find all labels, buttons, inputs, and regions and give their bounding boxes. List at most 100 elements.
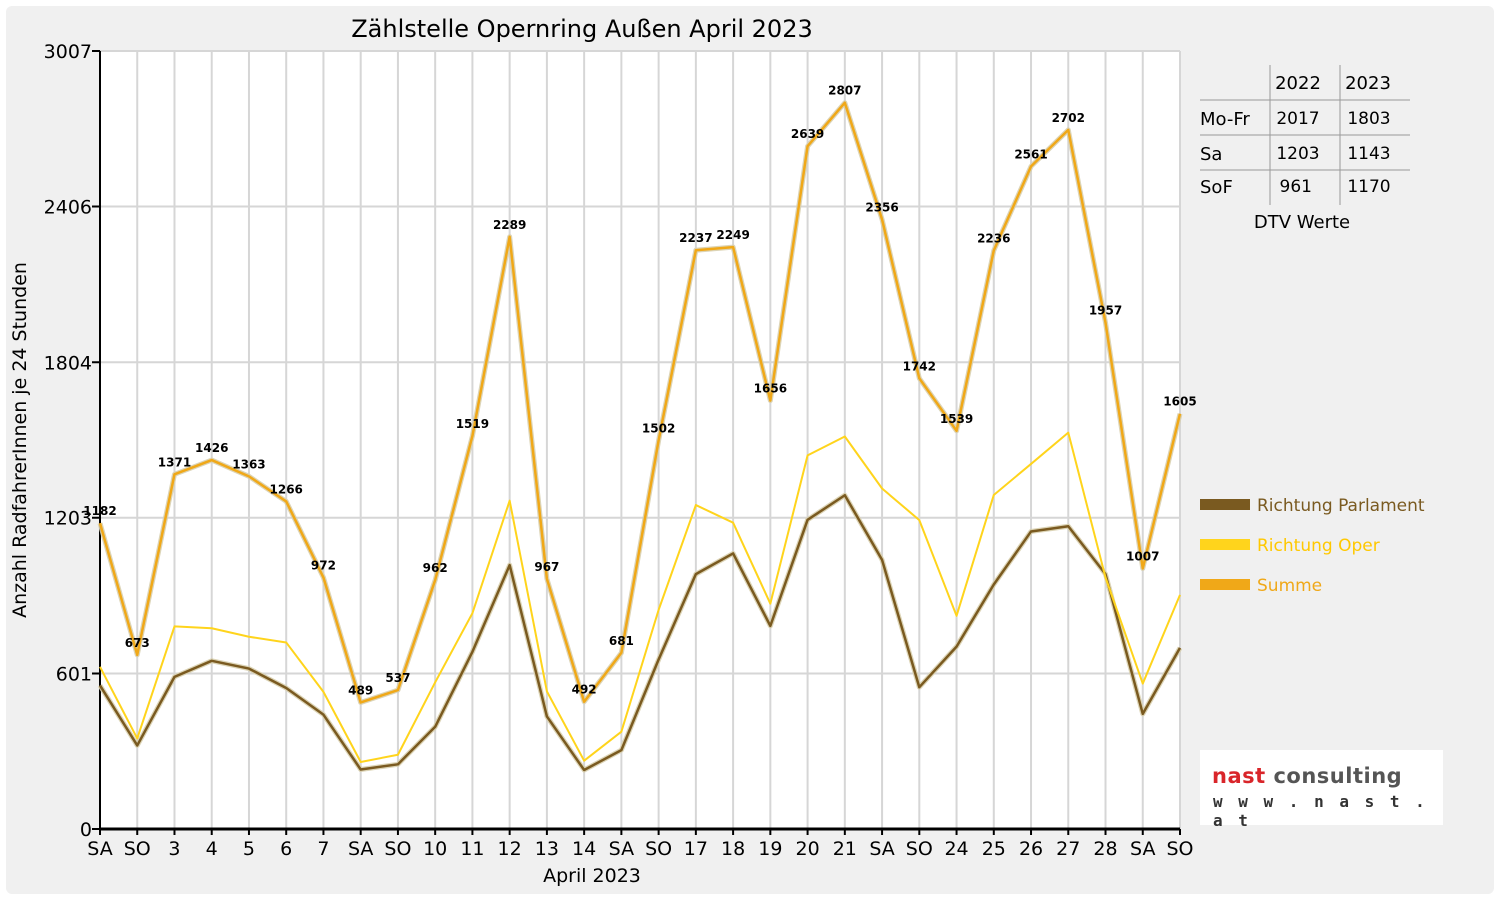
x-tick-label: 24 [944, 838, 968, 860]
x-tick-label: 28 [1093, 838, 1117, 860]
x-tick-label: SA [1130, 838, 1155, 860]
data-label: 1519 [456, 417, 489, 431]
logo-brand-rest: consulting [1265, 764, 1403, 788]
data-label: 1539 [940, 412, 973, 426]
grid-layer [100, 50, 1181, 829]
dtv-cell: 1170 [1347, 177, 1390, 197]
y-tick-label: 2406 [44, 196, 92, 218]
x-tick-label: 27 [1056, 838, 1080, 860]
x-tick-label: 10 [423, 838, 447, 860]
chart-title: Zählstelle Opernring Außen April 2023 [351, 15, 813, 43]
x-tick-label: 18 [721, 838, 745, 860]
data-label: 1007 [1126, 549, 1159, 563]
data-label: 1426 [195, 441, 228, 455]
series-layer [97, 100, 1183, 773]
x-tick-label: SA [869, 838, 894, 860]
x-tick-label: 21 [833, 838, 857, 860]
y-tick-label: 0 [80, 819, 92, 841]
x-tick-label: SA [87, 838, 112, 860]
dtv-header-2022: 2022 [1275, 73, 1321, 94]
x-tick-label: SO [124, 838, 151, 860]
data-label: 2289 [493, 218, 526, 232]
x-tick-label: 11 [460, 838, 484, 860]
data-label: 1363 [232, 457, 265, 471]
x-tick-label: 13 [535, 838, 559, 860]
logo-brand: nast [1212, 764, 1266, 788]
x-tick-label: 19 [758, 838, 782, 860]
data-label: 1605 [1163, 395, 1196, 409]
data-label: 537 [385, 671, 410, 685]
legend: Richtung Parlament Richtung Oper Summe [1200, 496, 1425, 596]
legend-label-parlament: Richtung Parlament [1257, 496, 1425, 516]
data-label: 2356 [865, 200, 898, 214]
data-label: 1266 [270, 482, 303, 496]
data-label: 489 [348, 683, 373, 697]
data-label: 2639 [791, 127, 824, 141]
x-axis-label: April 2023 [543, 865, 641, 887]
x-tick-label: 4 [206, 838, 218, 860]
x-tick-label: SA [609, 838, 634, 860]
series-line-oper [99, 431, 1181, 763]
data-label: 2561 [1014, 147, 1047, 161]
data-label: 1502 [642, 421, 675, 435]
dtv-cell: 2017 [1276, 109, 1319, 129]
data-label: 1656 [754, 382, 787, 396]
x-tick-label: 20 [795, 838, 819, 860]
dtv-cell: 1143 [1347, 144, 1390, 164]
x-tick-label: 5 [243, 838, 255, 860]
data-label: 1182 [83, 504, 116, 518]
data-label: 962 [423, 561, 448, 575]
dtv-cell: 961 [1280, 177, 1312, 197]
y-tick-label: 1804 [44, 352, 92, 374]
dtv-row-label: Sa [1200, 144, 1222, 165]
legend-swatch-parlament [1200, 499, 1250, 510]
plot-area [100, 51, 1180, 829]
data-label: 2236 [977, 231, 1010, 245]
legend-label-summe: Summe [1257, 576, 1322, 596]
data-label-layer: 1182 673 1371 1426 1363 1266 972 489 537 962 1519 2… [83, 84, 1196, 698]
data-label: 1742 [903, 359, 936, 373]
data-label: 492 [572, 683, 597, 697]
x-tick-label: 26 [1019, 838, 1043, 860]
data-label: 1371 [158, 455, 191, 469]
dtv-cell: 1803 [1347, 109, 1390, 129]
dtv-cell: 1203 [1276, 144, 1319, 164]
dtv-header-2023: 2023 [1345, 73, 1391, 94]
x-tick-label: 7 [317, 838, 329, 860]
x-tick-label: 14 [572, 838, 596, 860]
x-tick-label: SO [384, 838, 411, 860]
data-label: 2702 [1052, 111, 1085, 125]
data-label: 2249 [716, 228, 749, 242]
x-tick-label: 25 [982, 838, 1006, 860]
x-tick-label: 12 [498, 838, 522, 860]
data-label: 972 [311, 559, 336, 573]
y-tick-label: 601 [56, 664, 92, 686]
x-tick-label: 17 [684, 838, 708, 860]
y-tick-label: 3007 [44, 41, 92, 63]
legend-swatch-summe [1200, 579, 1250, 590]
x-tick-label: SA [348, 838, 373, 860]
legend-swatch-oper [1200, 539, 1250, 550]
series-line-parlament [98, 493, 1182, 772]
x-tick-label: 3 [168, 838, 180, 860]
data-label: 673 [125, 636, 150, 650]
x-tick-label: SO [645, 838, 672, 860]
dtv-row-label: SoF [1200, 177, 1233, 198]
x-tick-label: 6 [280, 838, 292, 860]
x-tick-label: SO [1166, 838, 1193, 860]
dtv-row-label: Mo-Fr [1200, 109, 1250, 130]
legend-label-oper: Richtung Oper [1257, 536, 1380, 556]
logo-box: nast consulting w w w . n a s t . a t [1200, 750, 1443, 830]
y-tick-label: 1203 [44, 508, 92, 530]
dtv-table: 2022 2023 Mo-Fr 2017 1803 Sa 1203 1143 S… [1200, 65, 1410, 233]
series-line-summe [98, 101, 1182, 704]
axis-layer: 0 601 1203 1804 2406 3007 SA SO 3 4 5 6 7 SA SO 10 11 12 1… [44, 41, 1194, 860]
y-axis-label: Anzahl RadfahrerInnen je 24 Stunden [9, 262, 31, 618]
logo-wordmark: nast consulting [1212, 764, 1402, 788]
dtv-caption: DTV Werte [1254, 212, 1350, 233]
data-label: 2807 [828, 84, 861, 98]
x-tick-label: SO [906, 838, 933, 860]
data-label: 2237 [679, 231, 712, 245]
data-label: 967 [534, 560, 559, 574]
